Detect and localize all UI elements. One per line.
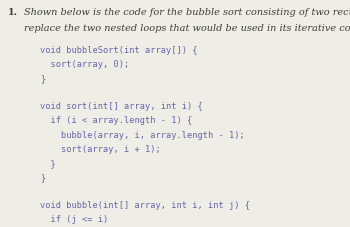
Text: void bubble(int[] array, int i, int j) {: void bubble(int[] array, int i, int j) { <box>40 200 250 209</box>
Text: sort(array, 0);: sort(array, 0); <box>40 60 130 69</box>
Text: }: } <box>40 74 46 83</box>
Text: void sort(int[] array, int i) {: void sort(int[] array, int i) { <box>40 102 203 111</box>
Text: if (j <= i): if (j <= i) <box>40 215 108 223</box>
Text: 1.: 1. <box>8 8 18 17</box>
Text: }: } <box>40 172 46 181</box>
Text: sort(array, i + 1);: sort(array, i + 1); <box>40 144 161 153</box>
Text: Shown below is the code for the bubble sort consisting of two recursive methods : Shown below is the code for the bubble s… <box>24 8 350 17</box>
Text: if (i < array.length - 1) {: if (i < array.length - 1) { <box>40 116 193 125</box>
Text: void bubbleSort(int array[]) {: void bubbleSort(int array[]) { <box>40 46 198 54</box>
Text: }: } <box>40 158 56 167</box>
Text: replace the two nested loops that would be used in its iterative counterpart:: replace the two nested loops that would … <box>24 24 350 33</box>
Text: bubble(array, i, array.length - 1);: bubble(array, i, array.length - 1); <box>40 130 245 139</box>
